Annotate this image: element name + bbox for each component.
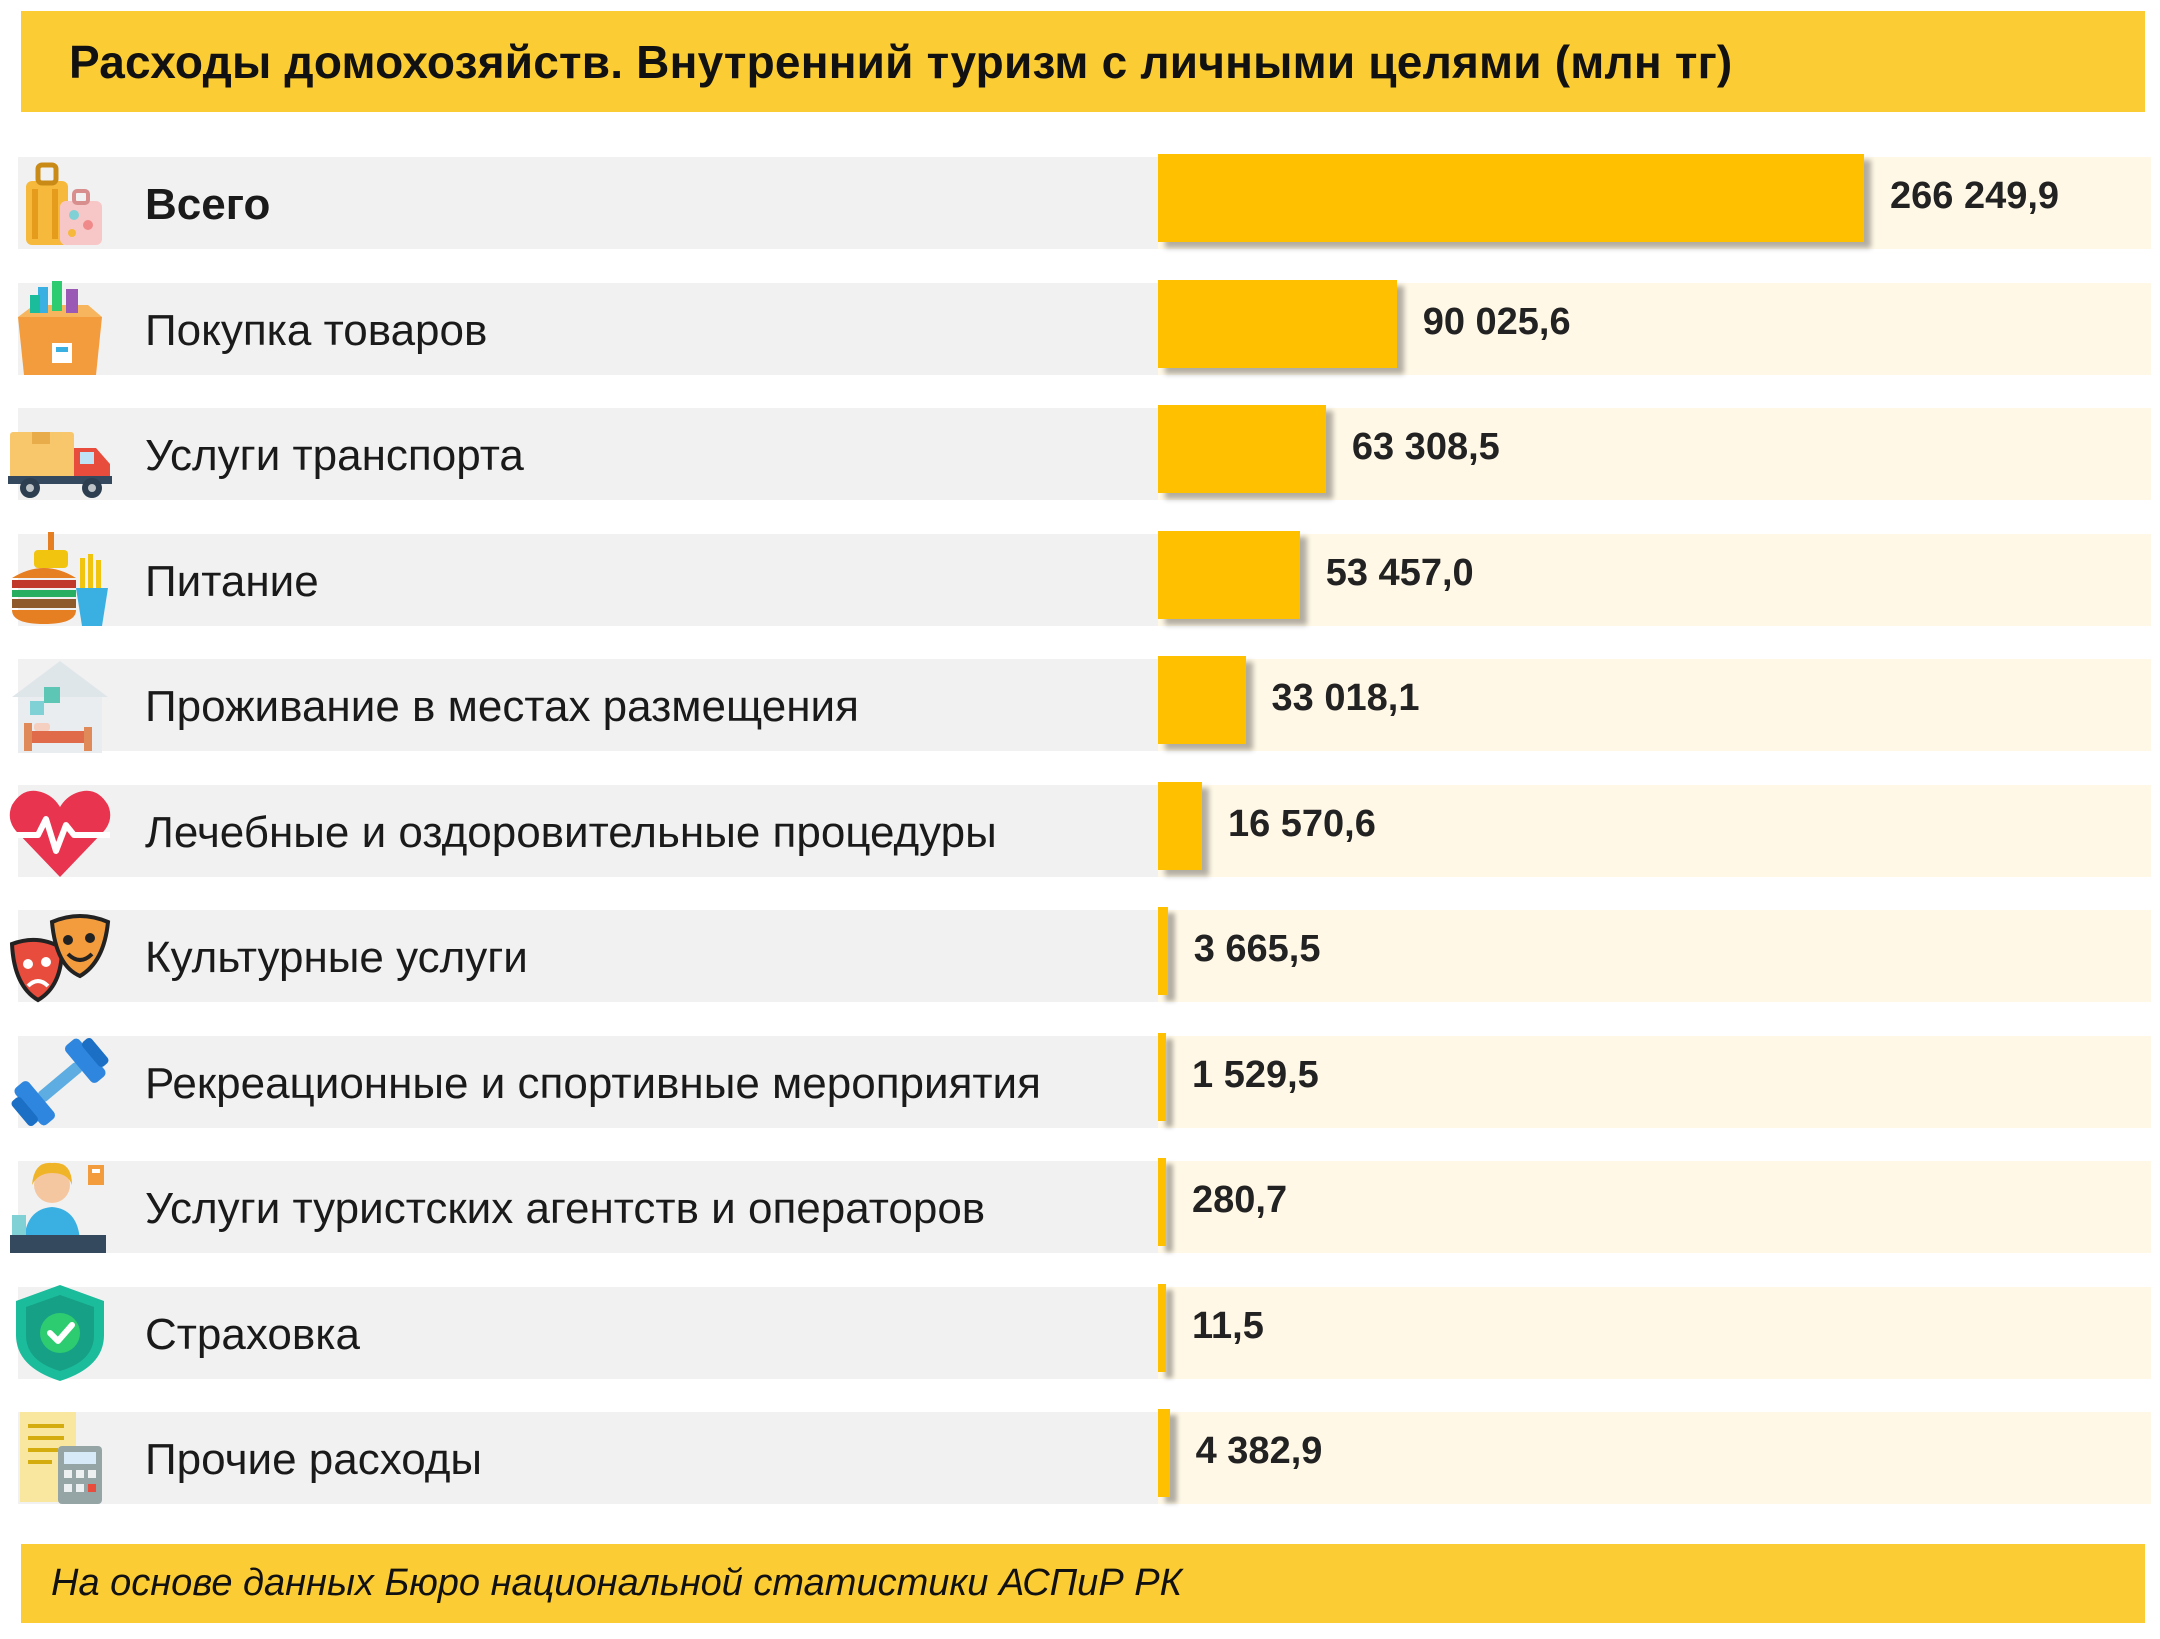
bar-row: Питание 53 457,0 bbox=[0, 530, 2160, 626]
bar-track-background bbox=[1158, 910, 2151, 1002]
bar bbox=[1158, 1409, 1170, 1497]
category-label: Страховка bbox=[145, 1309, 360, 1359]
bar-row: Рекреационные и спортивные мероприятия 1 … bbox=[0, 1032, 2160, 1128]
bar-track-background bbox=[1158, 1035, 2151, 1128]
category-label: Лечебные и оздоровительные процедуры bbox=[145, 807, 997, 857]
luggage-icon bbox=[4, 151, 116, 255]
category-label: Всего bbox=[145, 180, 271, 229]
bar bbox=[1158, 1032, 1166, 1121]
data-label: 3 665,5 bbox=[1193, 928, 1321, 970]
title-banner: Расходы домохозяйств. Внутренний туризм … bbox=[21, 11, 2145, 112]
category-label: Проживание в местах размещения bbox=[145, 682, 859, 731]
category-label: Услуги транспорта bbox=[145, 431, 524, 480]
category-label-background bbox=[18, 1161, 1158, 1253]
bar bbox=[1158, 279, 1397, 368]
bar-track-background bbox=[1158, 1161, 2151, 1253]
hotel-bed-icon bbox=[4, 653, 116, 757]
category-label: Прочие расходы bbox=[145, 1435, 483, 1484]
bar-row: Проживание в местах размещения 33 018,1 bbox=[0, 656, 2160, 753]
data-label: 1 529,5 bbox=[1192, 1053, 1319, 1096]
bar-row: Услуги транспорта 63 308,5 bbox=[0, 405, 2160, 500]
data-label: 11,5 bbox=[1192, 1304, 1264, 1347]
category-label-background bbox=[18, 910, 1158, 1002]
data-label: 63 308,5 bbox=[1351, 426, 1500, 468]
category-label-background bbox=[18, 157, 1158, 249]
bar-row: Услуги туристских агентств и операторов 2… bbox=[0, 1158, 2160, 1253]
insurance-shield-icon bbox=[4, 1281, 116, 1385]
bar-row: Всего 266 249,9 bbox=[0, 154, 2160, 249]
data-label: 4 382,9 bbox=[1195, 1430, 1323, 1472]
category-label-background bbox=[18, 1286, 1158, 1379]
bar-track-background bbox=[1158, 1286, 2151, 1379]
category-label-background bbox=[18, 282, 1158, 375]
delivery-truck-icon bbox=[4, 402, 116, 506]
bar-track-background bbox=[1158, 1412, 2151, 1504]
fast-food-icon bbox=[4, 528, 116, 632]
theater-masks-icon bbox=[4, 904, 116, 1008]
category-label-background bbox=[18, 1035, 1158, 1128]
bar bbox=[1158, 781, 1202, 870]
dumbbell-icon bbox=[4, 1030, 116, 1134]
bar bbox=[1158, 405, 1326, 493]
category-label-background bbox=[18, 533, 1158, 626]
category-label-background bbox=[18, 784, 1158, 877]
bar-track-background bbox=[1158, 659, 2151, 751]
travel-agent-icon bbox=[4, 1155, 116, 1259]
category-label: Питание bbox=[145, 556, 319, 606]
bar-row: Культурные услуги 3 665,5 bbox=[0, 907, 2160, 1003]
chart-title: Расходы домохозяйств. Внутренний туризм … bbox=[69, 35, 1733, 88]
bar bbox=[1158, 1158, 1166, 1246]
data-label: 90 025,6 bbox=[1422, 300, 1571, 343]
data-label: 280,7 bbox=[1192, 1179, 1288, 1221]
category-label-background bbox=[18, 408, 1158, 500]
data-label: 53 457,0 bbox=[1325, 551, 1474, 594]
bar bbox=[1158, 907, 1168, 995]
bar bbox=[1158, 154, 1864, 242]
bar-track-background bbox=[1158, 784, 2151, 877]
bar bbox=[1158, 656, 1246, 744]
shopping-box-icon bbox=[4, 277, 116, 381]
data-label: 16 570,6 bbox=[1227, 802, 1376, 845]
source-note: На основе данных Бюро национальной стати… bbox=[51, 1562, 1182, 1604]
bar-row: Страховка 11,5 bbox=[0, 1283, 2160, 1381]
category-label: Покупка товаров bbox=[145, 305, 488, 355]
bar-row: Лечебные и оздоровительные процедуры 16 5… bbox=[0, 781, 2160, 877]
category-label: Услуги туристских агентств и операторов bbox=[145, 1184, 986, 1233]
bar bbox=[1158, 530, 1300, 619]
source-banner: На основе данных Бюро национальной стати… bbox=[21, 1544, 2145, 1623]
category-label: Культурные услуги bbox=[145, 933, 528, 982]
receipt-calculator-icon bbox=[4, 1406, 116, 1510]
category-label-background bbox=[18, 659, 1158, 751]
category-label-background bbox=[18, 1412, 1158, 1504]
data-label: 266 249,9 bbox=[1890, 175, 2060, 217]
data-label: 33 018,1 bbox=[1271, 677, 1420, 719]
bar bbox=[1158, 1283, 1166, 1372]
heart-pulse-icon bbox=[4, 779, 116, 883]
bar-track-background bbox=[1158, 533, 2151, 626]
bar-row: Покупка товаров 90 025,6 bbox=[0, 279, 2160, 375]
bar-row: Прочие расходы 4 382,9 bbox=[0, 1409, 2160, 1504]
category-label: Рекреационные и спортивные мероприятия bbox=[145, 1058, 1041, 1108]
